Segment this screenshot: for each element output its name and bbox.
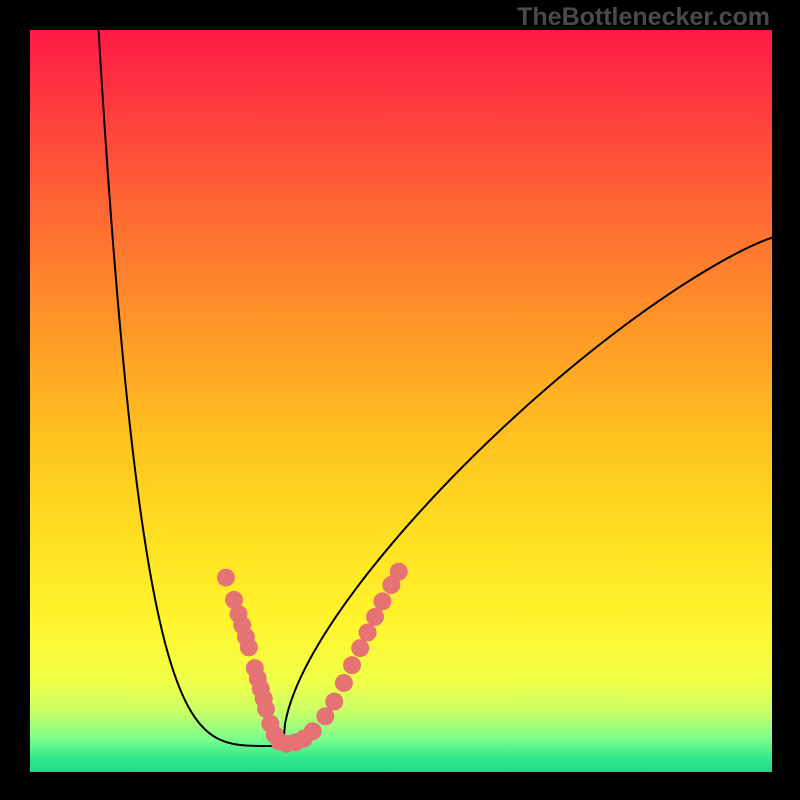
data-point [343,656,361,674]
data-point [359,624,377,642]
data-point [351,639,369,657]
gradient-v-curve-chart [0,0,800,800]
data-point [304,722,322,740]
data-point [373,592,391,610]
watermark-text: TheBottlenecker.com [517,3,770,32]
data-point [390,563,408,581]
data-point [217,569,235,587]
chart-container: TheBottlenecker.com [0,0,800,800]
data-point [325,693,343,711]
data-point [240,638,258,656]
data-point [366,608,384,626]
data-point [335,674,353,692]
